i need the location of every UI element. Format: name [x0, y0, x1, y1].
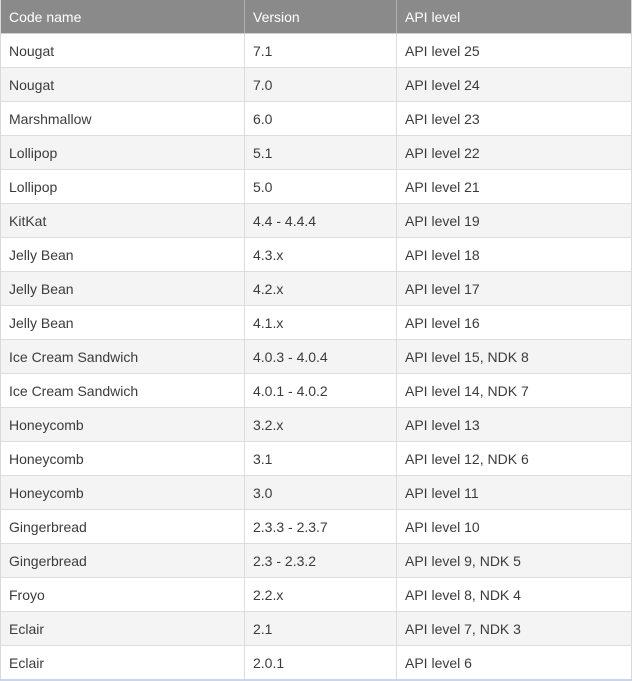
- cell-code-name: Jelly Bean: [9, 246, 74, 263]
- cell-code-name: Froyo: [9, 586, 45, 603]
- cell-code-name: Honeycomb: [9, 416, 84, 433]
- table-row: Ice Cream Sandwich 4.0.3 - 4.0.4 API level…: [1, 340, 631, 374]
- cell-api-level: API level 13: [396, 408, 631, 441]
- header-api-level: API level: [396, 0, 631, 33]
- cell-version: 5.1: [244, 136, 396, 169]
- cell-api-level: API level 24: [396, 68, 631, 101]
- table-body: Nougat 7.1 API level 25 Nougat 7.0 API level …: [1, 34, 631, 680]
- table-bottom-border: [0, 679, 632, 681]
- table-row: Eclair 2.0.1 API level 6: [1, 646, 631, 680]
- cell-api-level: API level 19: [396, 204, 631, 237]
- cell-version: 3.0: [244, 476, 396, 509]
- cell-api-level: API level 18: [396, 238, 631, 271]
- cell-code-name: Nougat: [9, 42, 55, 59]
- cell-version: 2.3.3 - 2.3.7: [244, 510, 396, 543]
- cell-version: 2.1: [244, 612, 396, 645]
- cell-api-level: API level 9, NDK 5: [396, 544, 631, 577]
- cell-code-name: Ice Cream Sandwich: [9, 382, 139, 399]
- cell-version: 4.4 - 4.4.4: [244, 204, 396, 237]
- cell-api-level: API level 7, NDK 3: [396, 612, 631, 645]
- cell-code-name: KitKat: [9, 212, 47, 229]
- cell-api-level: API level 21: [396, 170, 631, 203]
- cell-api-level: API level 17: [396, 272, 631, 305]
- table-row: Honeycomb 3.0 API level 11: [1, 476, 631, 510]
- cell-code-name: Jelly Bean: [9, 314, 74, 331]
- table-row: Honeycomb 3.1 API level 12, NDK 6: [1, 442, 631, 476]
- cell-code-name: Gingerbread: [9, 552, 87, 569]
- cell-code-name: Gingerbread: [9, 518, 87, 535]
- cell-version: 2.0.1: [244, 646, 396, 679]
- table-header-row: Code name Version API level: [1, 0, 631, 34]
- cell-version: 5.0: [244, 170, 396, 203]
- cell-api-level: API level 6: [396, 646, 631, 679]
- table-row: Nougat 7.0 API level 24: [1, 68, 631, 102]
- cell-api-level: API level 23: [396, 102, 631, 135]
- cell-code-name: Eclair: [9, 654, 45, 671]
- cell-code-name: Nougat: [9, 76, 55, 93]
- cell-api-level: API level 22: [396, 136, 631, 169]
- cell-version: 3.2.x: [244, 408, 396, 441]
- table-row: Nougat 7.1 API level 25: [1, 34, 631, 68]
- cell-code-name: Lollipop: [9, 178, 58, 195]
- header-version: Version: [244, 0, 396, 33]
- cell-version: 4.0.3 - 4.0.4: [244, 340, 396, 373]
- cell-version: 7.0: [244, 68, 396, 101]
- table-row: KitKat 4.4 - 4.4.4 API level 19: [1, 204, 631, 238]
- cell-api-level: API level 25: [396, 34, 631, 67]
- cell-code-name: Honeycomb: [9, 450, 84, 467]
- table-row: Jelly Bean 4.3.x API level 18: [1, 238, 631, 272]
- table-row: Jelly Bean 4.1.x API level 16: [1, 306, 631, 340]
- table-row: Eclair 2.1 API level 7, NDK 3: [1, 612, 631, 646]
- cell-api-level: API level 12, NDK 6: [396, 442, 631, 475]
- table-row: Lollipop 5.1 API level 22: [1, 136, 631, 170]
- cell-version: 3.1: [244, 442, 396, 475]
- header-code-name: Code name: [9, 8, 82, 25]
- cell-version: 2.3 - 2.3.2: [244, 544, 396, 577]
- cell-code-name: Ice Cream Sandwich: [9, 348, 139, 365]
- cell-code-name: Lollipop: [9, 144, 58, 161]
- table-row: Jelly Bean 4.2.x API level 17: [1, 272, 631, 306]
- cell-api-level: API level 10: [396, 510, 631, 543]
- table-row: Ice Cream Sandwich 4.0.1 - 4.0.2 API level…: [1, 374, 631, 408]
- cell-version: 4.2.x: [244, 272, 396, 305]
- cell-version: 4.0.1 - 4.0.2: [244, 374, 396, 407]
- table-row: Honeycomb 3.2.x API level 13: [1, 408, 631, 442]
- cell-version: 4.3.x: [244, 238, 396, 271]
- cell-code-name: Honeycomb: [9, 484, 84, 501]
- cell-code-name: Jelly Bean: [9, 280, 74, 297]
- cell-api-level: API level 11: [396, 476, 631, 509]
- cell-code-name: Eclair: [9, 620, 45, 637]
- cell-version: 2.2.x: [244, 578, 396, 611]
- cell-version: 7.1: [244, 34, 396, 67]
- table-row: Lollipop 5.0 API level 21: [1, 170, 631, 204]
- cell-api-level: API level 16: [396, 306, 631, 339]
- cell-version: 4.1.x: [244, 306, 396, 339]
- cell-api-level: API level 14, NDK 7: [396, 374, 631, 407]
- cell-code-name: Marshmallow: [9, 110, 92, 127]
- cell-api-level: API level 8, NDK 4: [396, 578, 631, 611]
- cell-version: 6.0: [244, 102, 396, 135]
- table-row: Gingerbread 2.3 - 2.3.2 API level 9, NDK 5: [1, 544, 631, 578]
- table-row: Marshmallow 6.0 API level 23: [1, 102, 631, 136]
- table-row: Froyo 2.2.x API level 8, NDK 4: [1, 578, 631, 612]
- cell-api-level: API level 15, NDK 8: [396, 340, 631, 373]
- table-row: Gingerbread 2.3.3 - 2.3.7 API level 10: [1, 510, 631, 544]
